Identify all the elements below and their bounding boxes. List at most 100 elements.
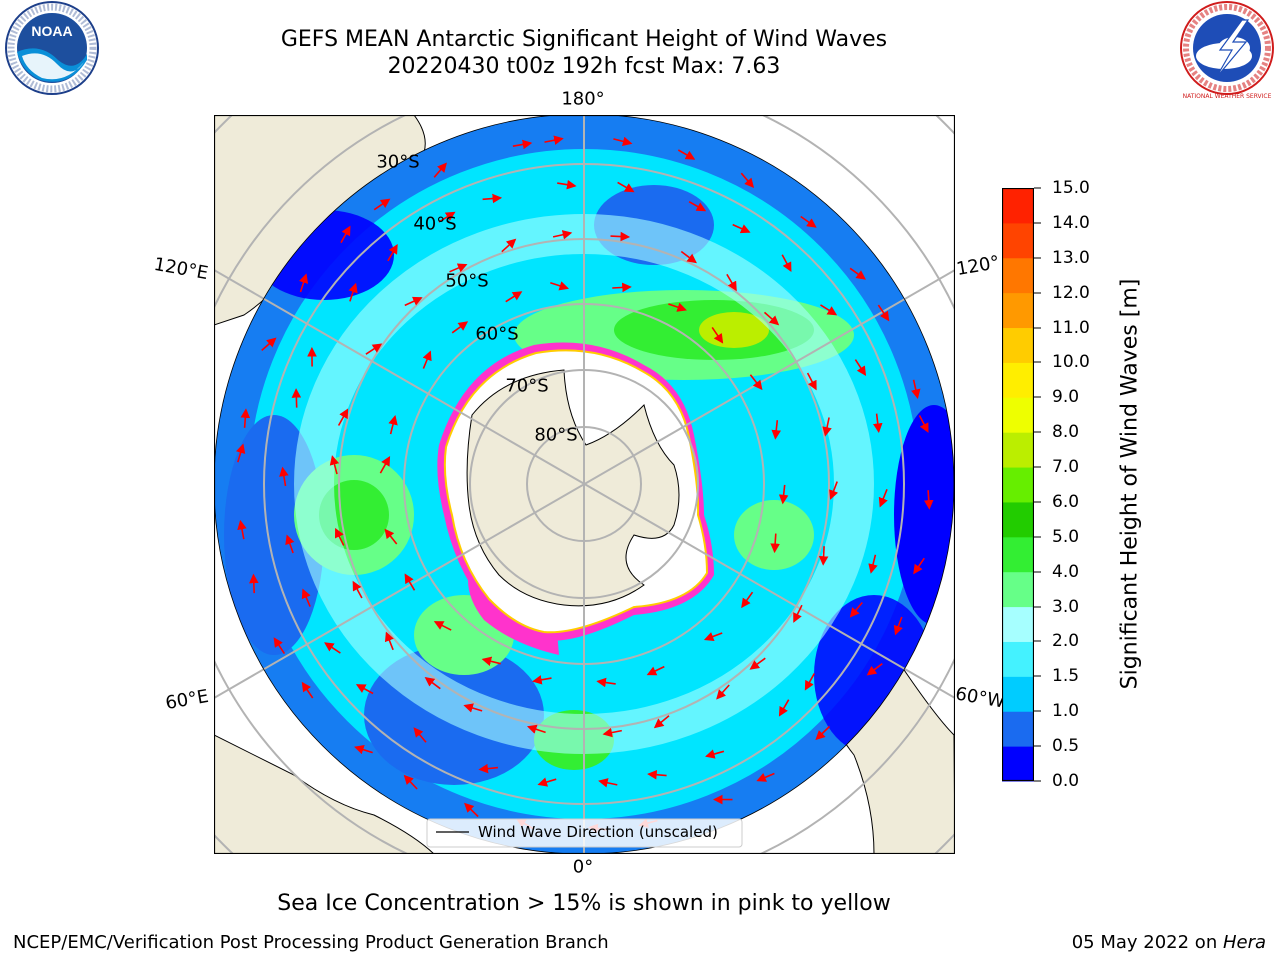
wave-direction-arrow — [854, 359, 867, 377]
wind-wave-arrows — [236, 135, 934, 834]
wave-direction-arrow — [711, 326, 724, 344]
wave-direction-arrow — [329, 455, 340, 475]
lat-label-50s: 50°S — [445, 270, 489, 292]
colorbar-tick-label: 9.0 — [1052, 387, 1080, 408]
lat-label-40s: 40°S — [413, 213, 457, 235]
wave-direction-arrow — [324, 642, 341, 654]
wave-direction-arrow — [261, 337, 277, 352]
colorbar-segment — [1002, 188, 1034, 224]
lat-label-60s: 60°S — [475, 323, 519, 345]
lon-label-60e: 60°E — [163, 685, 211, 715]
colorbar-tick — [1034, 257, 1041, 259]
wave-direction-arrow — [612, 282, 632, 293]
noaa-logo-text: NOAA — [31, 23, 72, 39]
wave-direction-arrow — [705, 749, 725, 759]
colorbar-segment — [1002, 571, 1034, 608]
wave-direction-arrow — [647, 769, 667, 780]
wave-direction-arrow — [688, 201, 707, 212]
polar-map: Wind Wave Direction (unscaled) — [214, 115, 955, 854]
wave-direction-arrow — [301, 588, 311, 607]
wave-direction-arrow — [849, 601, 863, 618]
wave-direction-arrow — [749, 374, 763, 391]
wave-direction-arrow — [598, 778, 618, 788]
title-line-1: GEFS MEAN Antarctic Significant Height o… — [280, 27, 888, 52]
colorbar-segment — [1002, 292, 1034, 329]
wave-direction-arrow — [610, 231, 631, 242]
wave-direction-arrow — [355, 684, 374, 695]
colorbar-segment — [1002, 606, 1034, 642]
wave-direction-arrow — [552, 230, 573, 240]
wave-direction-arrow — [379, 456, 391, 474]
wave-direction-arrow — [404, 573, 416, 591]
wave-direction-arrow — [770, 533, 780, 554]
colorbar-tick — [1034, 501, 1041, 503]
sea-ice-note: Sea Ice Concentration > 15% is shown in … — [277, 891, 891, 916]
wave-direction-arrow — [596, 677, 616, 688]
wave-direction-arrow — [505, 291, 523, 303]
wave-direction-arrow — [544, 135, 564, 145]
wave-direction-arrow — [771, 420, 782, 440]
wave-direction-arrow — [716, 684, 730, 700]
colorbar-segment — [1002, 362, 1034, 398]
colorbar-tick — [1034, 710, 1041, 712]
colorbar-tick-label: 4.0 — [1052, 561, 1080, 582]
colorbar — [1002, 188, 1034, 782]
wave-direction-arrow — [550, 281, 570, 291]
wave-direction-arrow — [866, 663, 883, 676]
lat-label-30s: 30°S — [376, 151, 420, 173]
wave-direction-arrow — [279, 466, 289, 487]
wave-direction-arrow — [532, 675, 552, 685]
colorbar-tick-label: 2.0 — [1052, 631, 1080, 652]
wave-direction-arrow — [749, 657, 766, 670]
wave-direction-arrow — [820, 304, 838, 316]
footer-machine: Hera — [1222, 932, 1266, 953]
footer-branch: NCEP/EMC/Verification Post Processing Pr… — [13, 932, 609, 953]
wave-direction-arrow — [918, 415, 929, 433]
wave-direction-arrow — [354, 745, 373, 755]
wave-direction-arrow — [463, 703, 483, 713]
colorbar-segment — [1002, 222, 1034, 259]
colorbar-segment — [1002, 501, 1034, 538]
wave-direction-arrow — [388, 415, 398, 435]
colorbar-tick-label: 5.0 — [1052, 526, 1080, 547]
wave-direction-arrow — [646, 665, 665, 676]
wave-direction-arrow — [273, 637, 286, 655]
wave-direction-arrow — [923, 490, 934, 510]
land-africa — [214, 734, 435, 854]
colorbar-segment — [1002, 257, 1034, 294]
wave-direction-arrow — [438, 211, 456, 223]
colorbar-tick-label: 13.0 — [1052, 247, 1090, 268]
colorbar-tick — [1034, 431, 1041, 433]
colorbar-tick-label: 1.0 — [1052, 701, 1080, 722]
lon-label-120w: 120° — [954, 251, 1002, 281]
title-line-2: 20220430 t00z 192h fcst Max: 7.63 — [387, 54, 781, 79]
colorbar-tick — [1034, 536, 1041, 538]
wave-direction-arrow — [285, 534, 295, 554]
lat-label-80s: 80°S — [534, 424, 578, 446]
colorbar-tick — [1034, 571, 1041, 573]
wave-direction-arrow — [602, 727, 622, 738]
map-legend-label: Wind Wave Direction (unscaled) — [478, 823, 718, 841]
wave-direction-arrow — [613, 136, 633, 147]
colorbar-tick-label: 0.0 — [1052, 771, 1080, 791]
wave-direction-arrow — [778, 699, 790, 717]
wave-direction-arrow — [451, 321, 469, 334]
wave-direction-arrow — [384, 631, 394, 651]
wave-direction-arrow — [806, 372, 817, 391]
wave-direction-arrow — [449, 263, 468, 273]
wave-direction-arrow — [422, 350, 432, 369]
wave-direction-arrow — [872, 413, 883, 433]
wave-direction-arrow — [804, 673, 815, 691]
wave-direction-arrow — [680, 250, 697, 264]
wave-direction-arrow — [849, 267, 866, 280]
colorbar-tick-label: 14.0 — [1052, 212, 1090, 233]
colorbar-tick — [1034, 222, 1041, 224]
colorbar-segment — [1002, 641, 1034, 677]
lon-label-120e: 120°E — [152, 253, 210, 285]
wave-direction-arrow — [726, 273, 737, 292]
wave-direction-arrow — [913, 557, 925, 575]
colorbar-tick — [1034, 640, 1041, 642]
wave-direction-arrow — [424, 676, 441, 690]
wave-direction-arrow — [526, 724, 546, 734]
colorbar-tick — [1034, 396, 1041, 398]
